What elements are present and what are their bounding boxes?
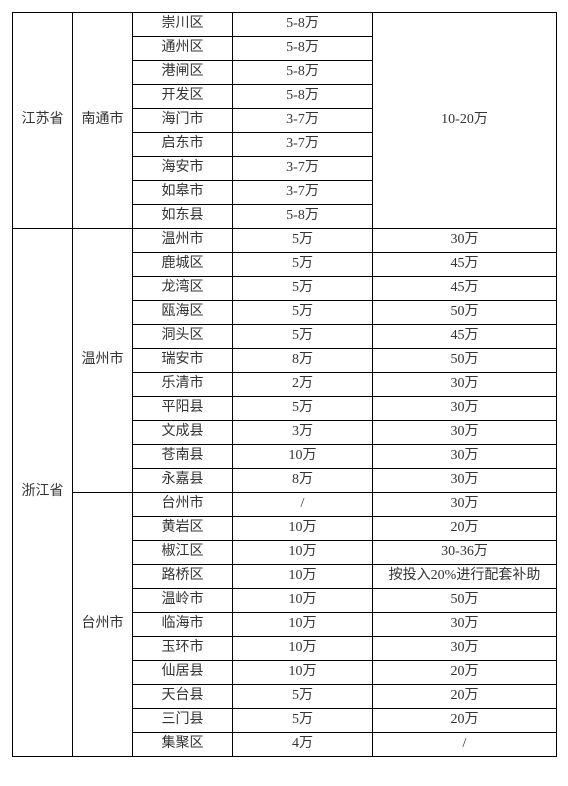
value2-cell: 50万 — [373, 301, 557, 325]
value1-cell: 5万 — [233, 301, 373, 325]
value1-cell: 4万 — [233, 733, 373, 757]
district-cell: 通州区 — [133, 37, 233, 61]
value1-cell: 5万 — [233, 685, 373, 709]
value1-cell: 10万 — [233, 661, 373, 685]
value2-cell: 20万 — [373, 709, 557, 733]
value1-cell: 5-8万 — [233, 61, 373, 85]
value1-cell: 8万 — [233, 469, 373, 493]
value1-cell: 10万 — [233, 445, 373, 469]
city-cell: 温州市 — [73, 229, 133, 493]
value2-cell: 30万 — [373, 637, 557, 661]
value2-cell: 30万 — [373, 613, 557, 637]
value2-cell: 30万 — [373, 373, 557, 397]
value2-cell: 30万 — [373, 421, 557, 445]
table-row: 浙江省温州市温州市5万30万 — [13, 229, 557, 253]
value1-cell: / — [233, 493, 373, 517]
value1-cell: 3万 — [233, 421, 373, 445]
value2-cell: 20万 — [373, 685, 557, 709]
value1-cell: 3-7万 — [233, 157, 373, 181]
value2-cell: 30万 — [373, 469, 557, 493]
district-cell: 港闸区 — [133, 61, 233, 85]
district-cell: 天台县 — [133, 685, 233, 709]
value2-cell: / — [373, 733, 557, 757]
district-cell: 黄岩区 — [133, 517, 233, 541]
district-cell: 永嘉县 — [133, 469, 233, 493]
value2-cell: 30万 — [373, 445, 557, 469]
district-cell: 龙湾区 — [133, 277, 233, 301]
value1-cell: 5万 — [233, 325, 373, 349]
value2-cell: 30万 — [373, 229, 557, 253]
value1-cell: 10万 — [233, 637, 373, 661]
district-cell: 启东市 — [133, 133, 233, 157]
district-cell: 文成县 — [133, 421, 233, 445]
value1-cell: 10万 — [233, 613, 373, 637]
district-cell: 玉环市 — [133, 637, 233, 661]
district-cell: 路桥区 — [133, 565, 233, 589]
value1-cell: 5万 — [233, 277, 373, 301]
region-table: 江苏省南通市崇川区5-8万10-20万通州区5-8万港闸区5-8万开发区5-8万… — [12, 12, 557, 757]
table-row: 江苏省南通市崇川区5-8万10-20万 — [13, 13, 557, 37]
district-cell: 平阳县 — [133, 397, 233, 421]
district-cell: 临海市 — [133, 613, 233, 637]
district-cell: 瓯海区 — [133, 301, 233, 325]
district-cell: 温州市 — [133, 229, 233, 253]
province-cell: 江苏省 — [13, 13, 73, 229]
city-cell: 南通市 — [73, 13, 133, 229]
district-cell: 瑞安市 — [133, 349, 233, 373]
value1-cell: 5-8万 — [233, 205, 373, 229]
district-cell: 椒江区 — [133, 541, 233, 565]
value2-cell: 45万 — [373, 253, 557, 277]
district-cell: 洞头区 — [133, 325, 233, 349]
value1-cell: 3-7万 — [233, 109, 373, 133]
value2-cell: 50万 — [373, 349, 557, 373]
district-cell: 仙居县 — [133, 661, 233, 685]
district-cell: 乐清市 — [133, 373, 233, 397]
district-cell: 鹿城区 — [133, 253, 233, 277]
city-cell: 台州市 — [73, 493, 133, 757]
value1-cell: 8万 — [233, 349, 373, 373]
province-cell: 浙江省 — [13, 229, 73, 757]
district-cell: 如皋市 — [133, 181, 233, 205]
value1-cell: 10万 — [233, 517, 373, 541]
district-cell: 如东县 — [133, 205, 233, 229]
value2-cell: 10-20万 — [373, 13, 557, 229]
value2-cell: 20万 — [373, 661, 557, 685]
district-cell: 台州市 — [133, 493, 233, 517]
value1-cell: 2万 — [233, 373, 373, 397]
value1-cell: 5-8万 — [233, 37, 373, 61]
value1-cell: 5万 — [233, 253, 373, 277]
value2-cell: 30万 — [373, 397, 557, 421]
district-cell: 三门县 — [133, 709, 233, 733]
value1-cell: 3-7万 — [233, 181, 373, 205]
value2-cell: 30万 — [373, 493, 557, 517]
value2-cell: 45万 — [373, 325, 557, 349]
value2-cell: 按投入20%进行配套补助 — [373, 565, 557, 589]
value1-cell: 5-8万 — [233, 85, 373, 109]
value2-cell: 30-36万 — [373, 541, 557, 565]
district-cell: 崇川区 — [133, 13, 233, 37]
district-cell: 海安市 — [133, 157, 233, 181]
value1-cell: 5-8万 — [233, 13, 373, 37]
value1-cell: 5万 — [233, 229, 373, 253]
table-row: 台州市台州市/30万 — [13, 493, 557, 517]
value1-cell: 10万 — [233, 541, 373, 565]
value2-cell: 45万 — [373, 277, 557, 301]
value1-cell: 10万 — [233, 589, 373, 613]
value2-cell: 20万 — [373, 517, 557, 541]
value1-cell: 5万 — [233, 397, 373, 421]
value1-cell: 10万 — [233, 565, 373, 589]
district-cell: 温岭市 — [133, 589, 233, 613]
value2-cell: 50万 — [373, 589, 557, 613]
value1-cell: 5万 — [233, 709, 373, 733]
district-cell: 海门市 — [133, 109, 233, 133]
district-cell: 集聚区 — [133, 733, 233, 757]
district-cell: 开发区 — [133, 85, 233, 109]
district-cell: 苍南县 — [133, 445, 233, 469]
value1-cell: 3-7万 — [233, 133, 373, 157]
